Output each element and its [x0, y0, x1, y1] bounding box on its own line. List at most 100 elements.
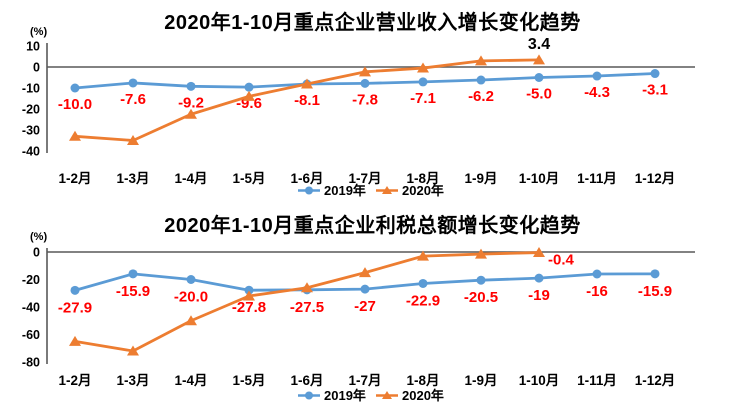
x-axis-label: 1-5月: [232, 171, 265, 186]
data-label-2019年: -4.3: [584, 84, 610, 101]
data-point-marker-2019年: [70, 285, 80, 295]
data-point-marker-2019年: [70, 83, 80, 93]
x-axis-label: 1-10月: [519, 171, 560, 186]
data-point-marker-2019年: [534, 273, 544, 283]
x-axis-label: 1-12月: [635, 171, 676, 186]
y-axis-tick-label: -30: [22, 124, 40, 138]
x-axis-label: 1-12月: [635, 373, 676, 388]
data-point-marker-2020年: [359, 66, 371, 77]
data-point-marker-2019年: [418, 278, 428, 288]
x-axis-label: 1-8月: [406, 171, 439, 186]
x-axis-label: 1-9月: [464, 373, 497, 388]
legend-marker-2019年: [305, 186, 313, 195]
y-axis-tick-label: -80: [22, 356, 40, 370]
x-axis-label: 1-4月: [174, 171, 207, 186]
x-axis-label: 1-8月: [406, 373, 439, 388]
revenue-chart-unit-label: (%): [30, 26, 48, 38]
legend-label-2019年: 2019年: [324, 183, 366, 198]
x-axis-label: 1-2月: [58, 171, 91, 186]
data-point-marker-2020年: [127, 135, 139, 145]
y-axis-tick-label: 0: [33, 246, 40, 260]
y-axis-tick-label: -20: [22, 273, 40, 287]
data-point-marker-2020年: [243, 290, 255, 301]
y-axis-tick-label: -40: [22, 301, 40, 315]
x-axis-label: 1-2月: [58, 373, 91, 388]
data-point-marker-2019年: [650, 69, 660, 79]
data-label-2019年: -7.6: [120, 91, 146, 108]
profit-tax-chart-unit-label: (%): [30, 231, 48, 243]
data-point-marker-2019年: [360, 284, 370, 294]
data-label-latest-2020年: 3.4: [528, 36, 550, 53]
data-point-marker-2020年: [185, 108, 197, 119]
data-label-2019年: -27.8: [232, 299, 266, 316]
data-label-2019年: -16: [586, 283, 608, 300]
data-label-2019年: -5.0: [526, 86, 552, 103]
y-axis-tick-label: -20: [22, 103, 40, 117]
x-axis-label: 1-11月: [577, 373, 617, 388]
x-axis-label: 1-6月: [290, 171, 323, 186]
x-axis-label: 1-7月: [348, 171, 381, 186]
data-point-marker-2019年: [476, 275, 486, 285]
data-point-marker-2020年: [475, 248, 487, 259]
data-label-2019年: -10.0: [58, 96, 92, 113]
data-point-marker-2019年: [186, 275, 196, 284]
data-label-2019年: -19: [528, 287, 550, 304]
legend-marker-2020年: [382, 391, 392, 399]
legend-label-2020年: 2020年: [402, 388, 444, 403]
x-axis-label: 1-11月: [577, 171, 617, 186]
legend-marker-2020年: [382, 186, 392, 194]
data-point-marker-2020年: [127, 345, 139, 356]
data-label-2019年: -27: [354, 298, 376, 315]
x-axis-label: 1-10月: [519, 373, 560, 388]
data-point-marker-2020年: [533, 54, 545, 65]
data-point-marker-2020年: [301, 78, 313, 89]
data-point-marker-2019年: [418, 77, 428, 87]
data-label-2019年: -20.5: [464, 289, 498, 306]
y-axis-tick-label: 10: [26, 40, 40, 54]
data-point-marker-2019年: [186, 81, 196, 91]
data-point-marker-2019年: [128, 78, 138, 88]
legend-marker-2019年: [305, 391, 313, 400]
x-axis-label: 1-3月: [116, 373, 149, 388]
revenue-chart-title: 2020年1-10月重点企业营业收入增长变化趋势: [164, 12, 581, 34]
data-point-marker-2019年: [534, 73, 544, 82]
data-label-2019年: -7.8: [352, 91, 378, 108]
y-axis-tick-label: -60: [22, 328, 40, 342]
profit-tax-chart-title: 2020年1-10月重点企业利税总额增长变化趋势: [164, 215, 581, 237]
data-point-marker-2020年: [185, 315, 197, 326]
data-label-2019年: -15.9: [638, 283, 672, 300]
y-axis-tick-label: -40: [22, 145, 40, 159]
data-point-marker-2019年: [650, 269, 660, 279]
data-label-2019年: -3.1: [642, 82, 668, 99]
data-point-marker-2020年: [69, 130, 81, 141]
legend-label-2020年: 2020年: [402, 183, 444, 198]
data-point-marker-2020年: [301, 282, 313, 293]
data-label-latest-2020年: -0.4: [548, 252, 575, 269]
data-point-marker-2020年: [69, 335, 81, 346]
x-axis-label: 1-9月: [464, 171, 497, 186]
data-label-2019年: -7.1: [410, 90, 436, 107]
x-axis-label: 1-6月: [290, 373, 323, 388]
data-point-marker-2019年: [592, 71, 602, 81]
data-point-marker-2019年: [128, 269, 138, 279]
data-point-marker-2019年: [244, 285, 254, 295]
data-label-2019年: -27.9: [58, 299, 92, 316]
data-point-marker-2020年: [243, 90, 255, 101]
data-label-2019年: -6.2: [468, 88, 494, 105]
data-point-marker-2020年: [359, 267, 371, 278]
data-label-2019年: -20.0: [174, 289, 208, 306]
data-point-marker-2020年: [417, 250, 429, 261]
data-point-marker-2019年: [244, 82, 254, 92]
data-point-marker-2019年: [476, 75, 486, 85]
data-label-2019年: -15.9: [116, 283, 150, 300]
y-axis-tick-label: -10: [22, 82, 40, 96]
x-axis-label: 1-4月: [174, 373, 207, 388]
data-label-2019年: -9.2: [178, 94, 204, 111]
data-label-2019年: -27.5: [290, 299, 324, 316]
data-point-marker-2019年: [360, 78, 370, 88]
data-point-marker-2020年: [475, 55, 487, 66]
data-label-2019年: -8.1: [294, 92, 320, 109]
data-label-2019年: -22.9: [406, 292, 440, 309]
